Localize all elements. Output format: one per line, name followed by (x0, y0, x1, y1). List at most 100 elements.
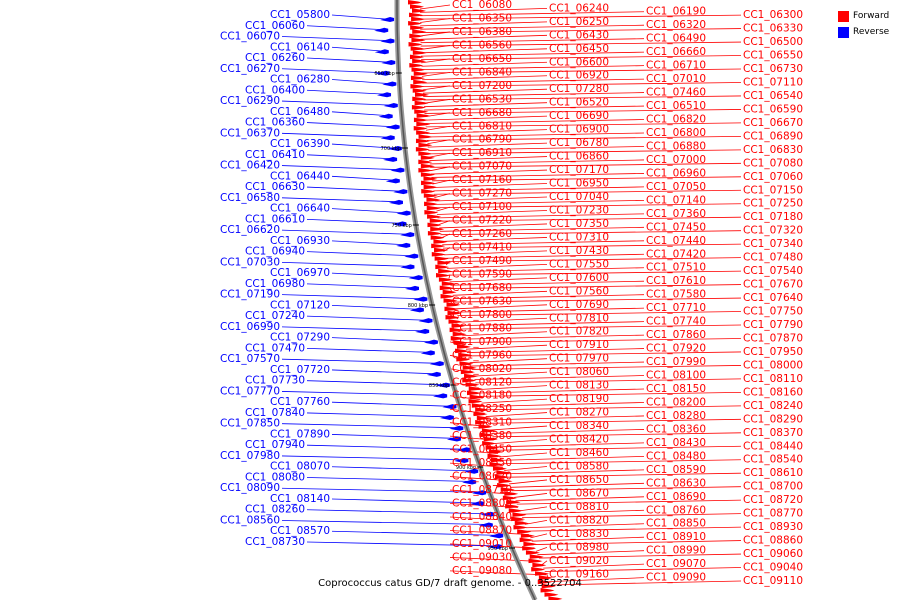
forward-gene-label[interactable]: CC1_07430 (549, 245, 609, 257)
forward-gene-label[interactable]: CC1_08130 (549, 380, 609, 392)
forward-gene-label[interactable]: CC1_07440 (646, 235, 706, 247)
reverse-gene-label[interactable]: CC1_06630 (245, 181, 305, 193)
reverse-gene-label[interactable]: CC1_06930 (270, 235, 330, 247)
forward-gene-label[interactable]: CC1_08150 (646, 383, 706, 395)
forward-gene-label[interactable]: CC1_08060 (549, 366, 609, 378)
forward-gene-label[interactable]: CC1_06500 (743, 36, 803, 48)
forward-gene-label[interactable]: CC1_06920 (549, 70, 609, 82)
reverse-gene-label[interactable]: CC1_07770 (220, 385, 280, 397)
forward-gene-label[interactable]: CC1_08160 (743, 386, 803, 398)
forward-gene-label[interactable]: CC1_06900 (549, 124, 609, 136)
forward-gene-label[interactable]: CC1_08840 (452, 511, 512, 523)
forward-gene-label[interactable]: CC1_07480 (743, 252, 803, 264)
reverse-gene-label[interactable]: CC1_06280 (270, 74, 330, 86)
forward-gene-label[interactable]: CC1_06490 (646, 33, 706, 45)
reverse-gene-label[interactable]: CC1_08070 (270, 461, 330, 473)
forward-gene-label[interactable]: CC1_07280 (549, 83, 609, 95)
forward-gene-label[interactable]: CC1_08670 (549, 487, 609, 499)
forward-gene-label[interactable]: CC1_09010 (452, 538, 512, 550)
forward-gene-label[interactable]: CC1_07340 (743, 238, 803, 250)
forward-gene-label[interactable]: CC1_07580 (646, 289, 706, 301)
forward-gene-label[interactable]: CC1_06670 (743, 117, 803, 129)
forward-gene-label[interactable]: CC1_08590 (646, 464, 706, 476)
forward-gene-label[interactable]: CC1_06080 (452, 0, 512, 11)
forward-gene-label[interactable]: CC1_06350 (452, 12, 512, 24)
reverse-gene-label[interactable]: CC1_06610 (245, 213, 305, 225)
forward-gene-label[interactable]: CC1_06190 (646, 6, 706, 18)
forward-gene-label[interactable]: CC1_07410 (452, 242, 512, 254)
forward-gene-label[interactable]: CC1_07040 (549, 191, 609, 203)
reverse-gene-label[interactable]: CC1_06290 (220, 95, 280, 107)
forward-gene-label[interactable]: CC1_08860 (743, 535, 803, 547)
forward-gene-label[interactable]: CC1_07550 (549, 258, 609, 270)
forward-gene-label[interactable]: CC1_06520 (549, 97, 609, 109)
forward-gene-label[interactable]: CC1_06820 (646, 114, 706, 126)
reverse-gene-label[interactable]: CC1_06270 (220, 63, 280, 75)
forward-gene-label[interactable]: CC1_06690 (549, 110, 609, 122)
reverse-gene-label[interactable]: CC1_07760 (270, 396, 330, 408)
forward-gene-label[interactable]: CC1_06550 (743, 50, 803, 62)
forward-gene-label[interactable]: CC1_08020 (452, 363, 512, 375)
forward-gene-label[interactable]: CC1_06600 (549, 56, 609, 68)
reverse-gene-label[interactable]: CC1_07030 (220, 256, 280, 268)
forward-gene-label[interactable]: CC1_07800 (452, 309, 512, 321)
forward-gene-label[interactable]: CC1_06540 (743, 90, 803, 102)
forward-gene-label[interactable]: CC1_09020 (549, 555, 609, 567)
forward-gene-label[interactable]: CC1_07950 (743, 346, 803, 358)
reverse-gene-label[interactable]: CC1_07290 (270, 332, 330, 344)
forward-gene-label[interactable]: CC1_09160 (549, 568, 609, 580)
reverse-gene-label[interactable]: CC1_07940 (245, 439, 305, 451)
forward-gene-label[interactable]: CC1_08930 (743, 521, 803, 533)
reverse-gene-label[interactable]: CC1_06140 (270, 41, 330, 53)
reverse-gene-label[interactable]: CC1_07190 (220, 289, 280, 301)
forward-gene-label[interactable]: CC1_06650 (452, 53, 512, 65)
forward-gene-label[interactable]: CC1_07860 (646, 329, 706, 341)
reverse-gene-label[interactable]: CC1_06440 (270, 170, 330, 182)
forward-gene-label[interactable]: CC1_07460 (646, 87, 706, 99)
forward-gene-label[interactable]: CC1_07450 (646, 221, 706, 233)
forward-gene-label[interactable]: CC1_08810 (549, 501, 609, 513)
forward-gene-label[interactable]: CC1_07270 (452, 188, 512, 200)
forward-gene-label[interactable]: CC1_07230 (549, 204, 609, 216)
forward-gene-label[interactable]: CC1_07160 (452, 174, 512, 186)
reverse-gene-label[interactable]: CC1_06990 (220, 321, 280, 333)
forward-gene-label[interactable]: CC1_09090 (646, 572, 706, 584)
reverse-gene-label[interactable]: CC1_07850 (220, 418, 280, 430)
reverse-gene-label[interactable]: CC1_06260 (245, 52, 305, 64)
forward-gene-label[interactable]: CC1_06890 (743, 130, 803, 142)
forward-gene-label[interactable]: CC1_06430 (549, 29, 609, 41)
reverse-gene-label[interactable]: CC1_08560 (220, 514, 280, 526)
forward-gene-label[interactable]: CC1_08620 (452, 471, 512, 483)
forward-gene-label[interactable]: CC1_06680 (452, 107, 512, 119)
forward-gene-label[interactable]: CC1_08760 (646, 504, 706, 516)
forward-gene-label[interactable]: CC1_07670 (743, 279, 803, 291)
forward-gene-label[interactable]: CC1_07900 (452, 336, 512, 348)
forward-gene-label[interactable]: CC1_08830 (549, 528, 609, 540)
forward-gene-label[interactable]: CC1_08120 (452, 376, 512, 388)
forward-gene-label[interactable]: CC1_07790 (743, 319, 803, 331)
forward-gene-label[interactable]: CC1_09110 (743, 575, 803, 587)
reverse-gene-label[interactable]: CC1_06060 (245, 20, 305, 32)
reverse-gene-label[interactable]: CC1_06360 (245, 117, 305, 129)
forward-gene-label[interactable]: CC1_08870 (452, 524, 512, 536)
forward-gene-label[interactable]: CC1_07690 (549, 299, 609, 311)
forward-gene-label[interactable]: CC1_07640 (743, 292, 803, 304)
reverse-gene-label[interactable]: CC1_07470 (245, 342, 305, 354)
reverse-gene-label[interactable]: CC1_07980 (220, 450, 280, 462)
forward-gene-label[interactable]: CC1_08610 (743, 467, 803, 479)
forward-gene-label[interactable]: CC1_07590 (452, 268, 512, 280)
reverse-gene-label[interactable]: CC1_08730 (245, 536, 305, 548)
forward-gene-label[interactable]: CC1_07100 (452, 201, 512, 213)
reverse-gene-label[interactable]: CC1_07720 (270, 364, 330, 376)
forward-gene-label[interactable]: CC1_06330 (743, 23, 803, 35)
forward-gene-label[interactable]: CC1_08700 (743, 481, 803, 493)
forward-gene-label[interactable]: CC1_08100 (646, 370, 706, 382)
forward-gene-label[interactable]: CC1_08630 (646, 477, 706, 489)
forward-gene-label[interactable]: CC1_08850 (646, 518, 706, 530)
forward-gene-label[interactable]: CC1_06800 (646, 127, 706, 139)
forward-gene-label[interactable]: CC1_06710 (646, 60, 706, 72)
forward-gene-label[interactable]: CC1_07110 (743, 76, 803, 88)
reverse-gene-label[interactable]: CC1_06400 (245, 84, 305, 96)
forward-gene-label[interactable]: CC1_07360 (646, 208, 706, 220)
forward-gene-label[interactable]: CC1_08910 (646, 531, 706, 543)
